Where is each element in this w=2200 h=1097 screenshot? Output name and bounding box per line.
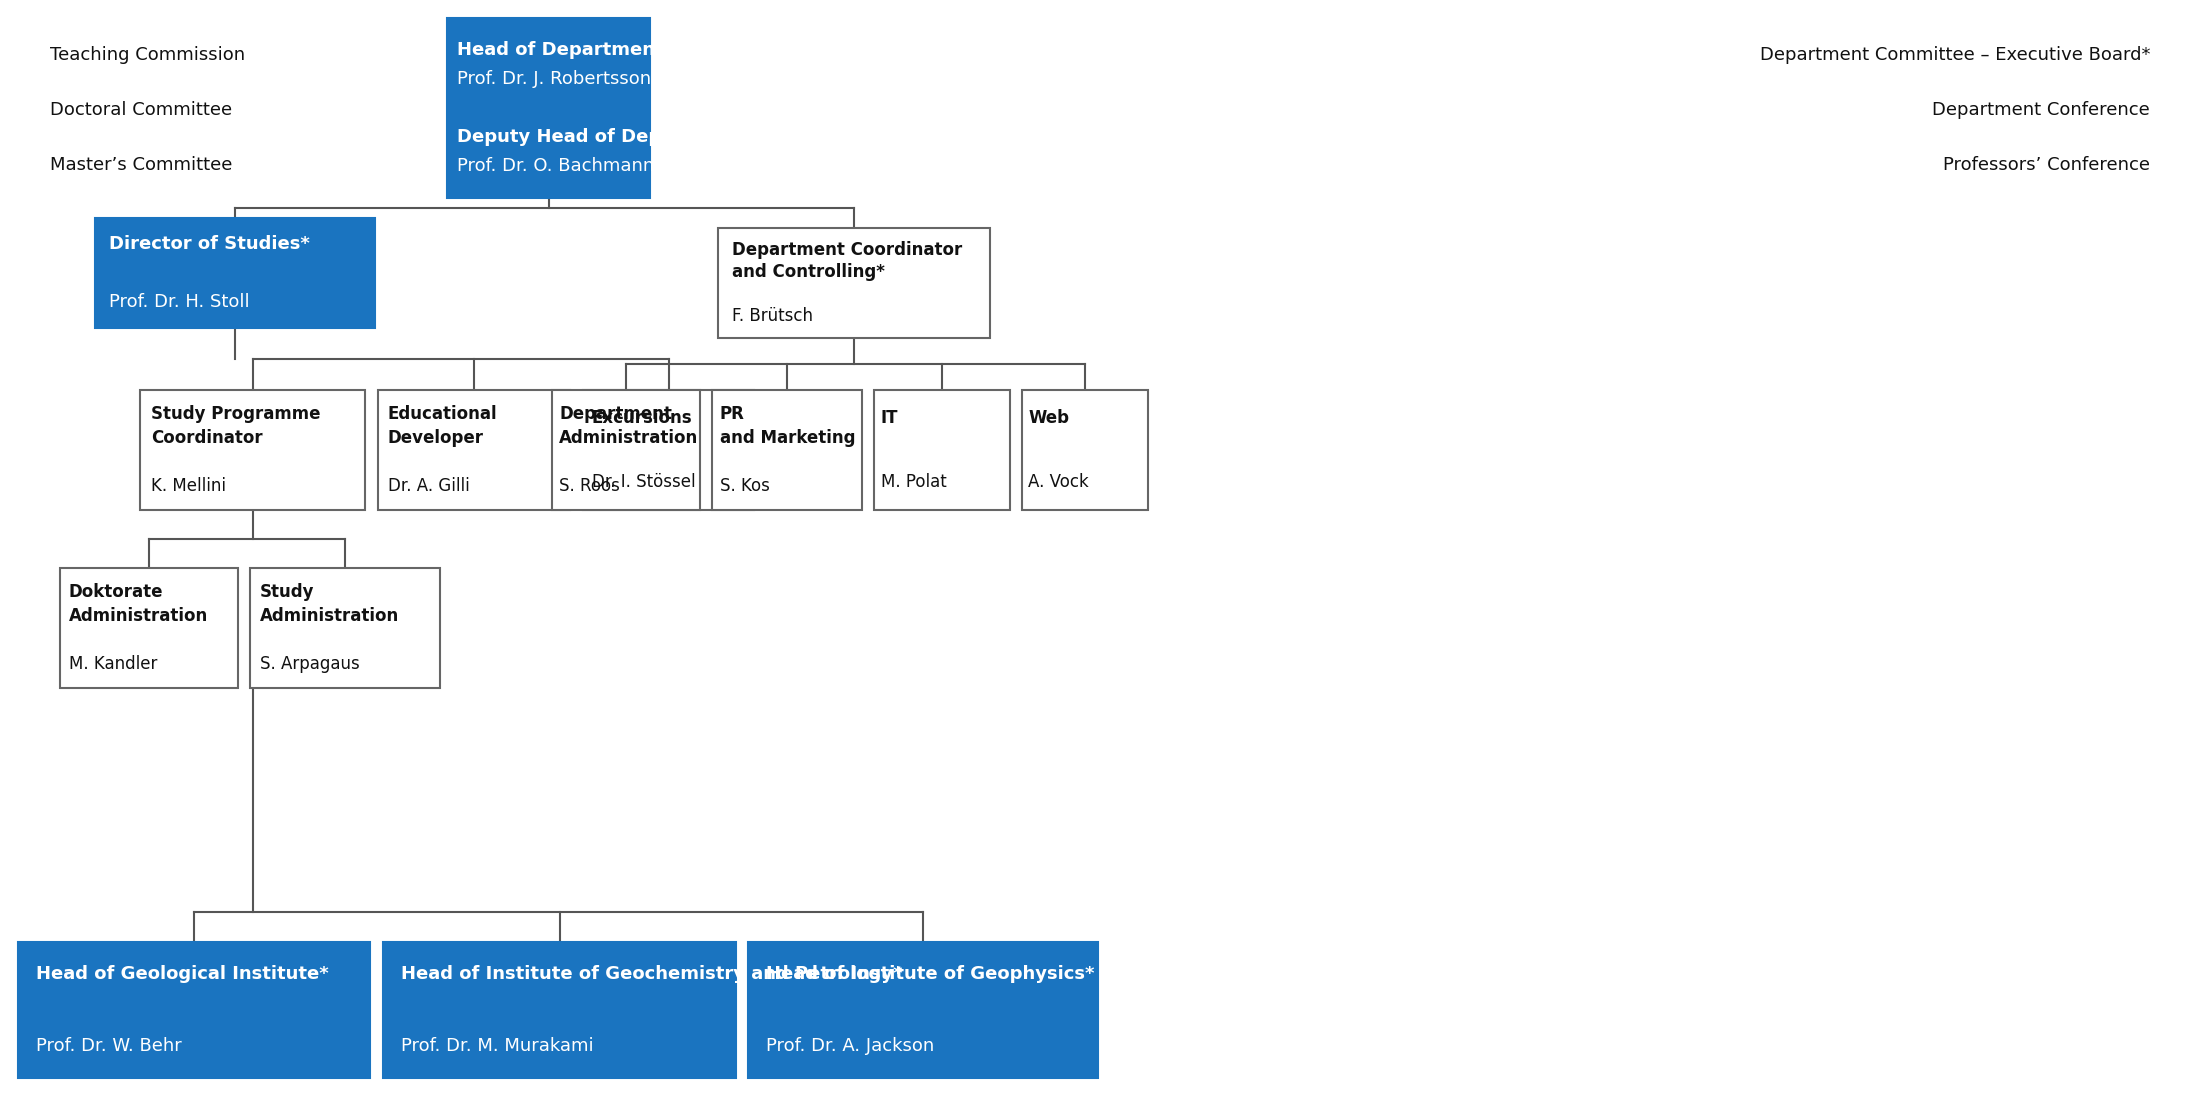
Text: A. Vock: A. Vock <box>1027 473 1089 491</box>
Text: Prof. Dr. M. Murakami: Prof. Dr. M. Murakami <box>400 1038 594 1055</box>
FancyBboxPatch shape <box>447 18 649 197</box>
FancyBboxPatch shape <box>141 391 365 510</box>
Text: Department Conference: Department Conference <box>1932 101 2149 118</box>
Text: Head of Geological Institute*: Head of Geological Institute* <box>35 964 328 983</box>
Text: Prof. Dr. O. Bachmann: Prof. Dr. O. Bachmann <box>458 157 653 174</box>
Text: K. Mellini: K. Mellini <box>152 477 227 495</box>
Text: and Controlling*: and Controlling* <box>733 263 884 281</box>
Text: Excursions: Excursions <box>592 409 693 427</box>
Text: PR: PR <box>719 405 744 423</box>
Text: S. Roos: S. Roos <box>559 477 620 495</box>
Text: IT: IT <box>880 409 898 427</box>
Text: Administration: Administration <box>260 607 398 625</box>
Text: M. Polat: M. Polat <box>880 473 946 491</box>
Text: Department Committee – Executive Board*: Department Committee – Executive Board* <box>1760 46 2149 64</box>
Text: Head of Institute of Geophysics*: Head of Institute of Geophysics* <box>766 964 1093 983</box>
FancyBboxPatch shape <box>748 942 1098 1078</box>
Text: Coordinator: Coordinator <box>152 429 262 446</box>
Text: Educational: Educational <box>387 405 497 423</box>
Text: S. Kos: S. Kos <box>719 477 770 495</box>
FancyBboxPatch shape <box>552 391 700 510</box>
Text: F. Brütsch: F. Brütsch <box>733 307 812 325</box>
Text: Prof. Dr. J. Robertsson: Prof. Dr. J. Robertsson <box>458 70 651 88</box>
Text: Study Programme: Study Programme <box>152 405 321 423</box>
FancyBboxPatch shape <box>59 568 238 688</box>
Text: Prof. Dr. A. Jackson: Prof. Dr. A. Jackson <box>766 1038 933 1055</box>
Text: Professors’ Conference: Professors’ Conference <box>1943 156 2149 174</box>
FancyBboxPatch shape <box>583 391 755 510</box>
Text: and Marketing: and Marketing <box>719 429 856 446</box>
Text: Deputy Head of Department*: Deputy Head of Department* <box>458 127 752 146</box>
Text: Prof. Dr. H. Stoll: Prof. Dr. H. Stoll <box>110 293 249 312</box>
Text: Teaching Commission: Teaching Commission <box>51 46 244 64</box>
FancyBboxPatch shape <box>383 942 737 1078</box>
Text: Head of Institute of Geochemistry and Petrology*: Head of Institute of Geochemistry and Pe… <box>400 964 902 983</box>
Text: Department Coordinator: Department Coordinator <box>733 241 961 259</box>
Text: Administration: Administration <box>68 607 209 625</box>
Text: Dr. A. Gilli: Dr. A. Gilli <box>387 477 469 495</box>
Text: M. Kandler: M. Kandler <box>68 655 156 672</box>
FancyBboxPatch shape <box>95 218 374 328</box>
Text: Doctoral Committee: Doctoral Committee <box>51 101 233 118</box>
FancyBboxPatch shape <box>18 942 370 1078</box>
FancyBboxPatch shape <box>717 228 990 338</box>
Text: Dr. I. Stössel: Dr. I. Stössel <box>592 473 695 491</box>
Text: Administration: Administration <box>559 429 700 446</box>
Text: Doktorate: Doktorate <box>68 583 163 601</box>
Text: Web: Web <box>1027 409 1069 427</box>
FancyBboxPatch shape <box>1023 391 1148 510</box>
FancyBboxPatch shape <box>873 391 1010 510</box>
Text: Department: Department <box>559 405 673 423</box>
Text: Study: Study <box>260 583 315 601</box>
Text: Head of Department*: Head of Department* <box>458 42 673 59</box>
FancyBboxPatch shape <box>713 391 862 510</box>
Text: Director of Studies*: Director of Studies* <box>110 235 310 252</box>
Text: Prof. Dr. W. Behr: Prof. Dr. W. Behr <box>35 1038 180 1055</box>
Text: Developer: Developer <box>387 429 484 446</box>
FancyBboxPatch shape <box>251 568 440 688</box>
Text: S. Arpagaus: S. Arpagaus <box>260 655 359 672</box>
Text: Master’s Committee: Master’s Committee <box>51 156 233 174</box>
FancyBboxPatch shape <box>378 391 570 510</box>
